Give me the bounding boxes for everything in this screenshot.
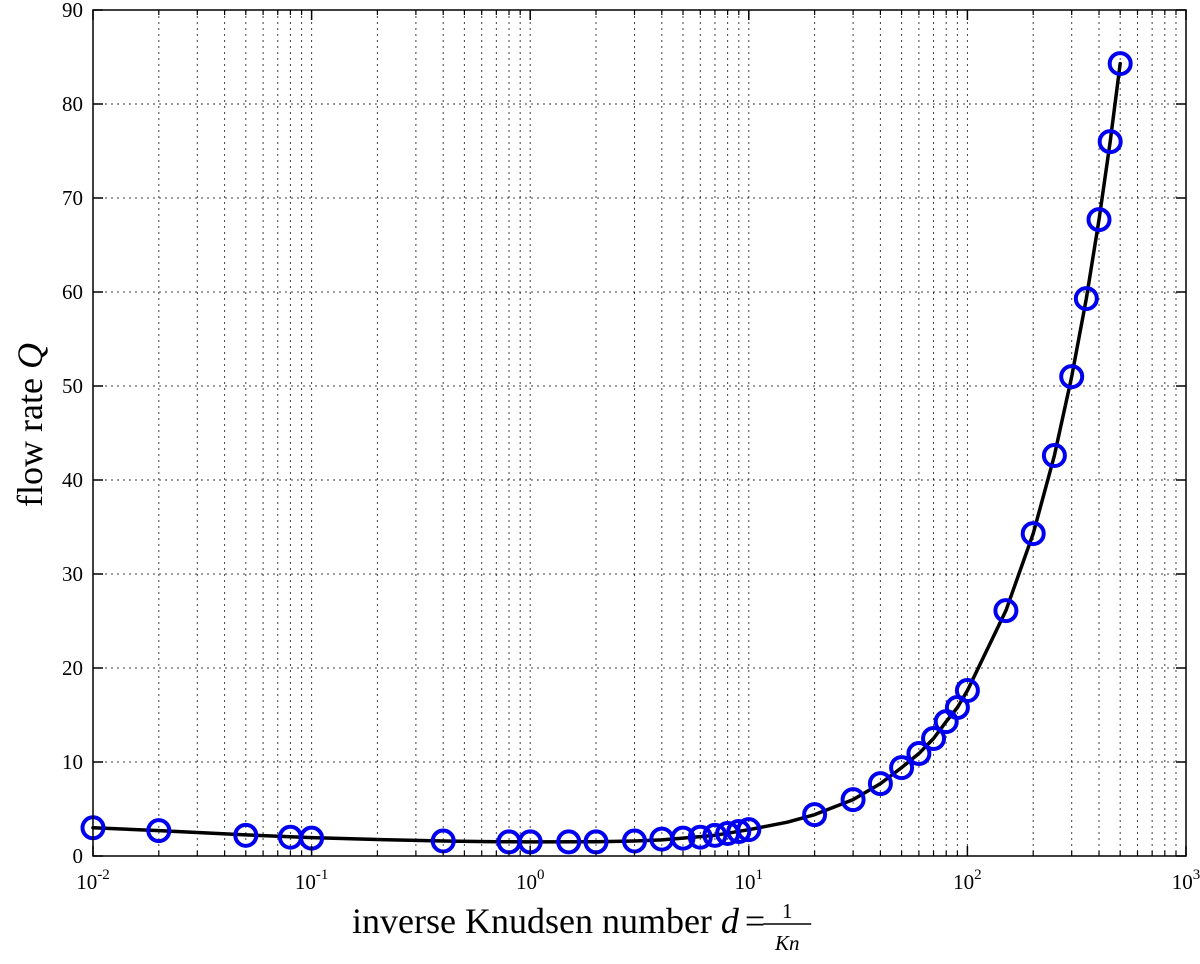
y-axis-title-text: flow rate <box>10 369 50 507</box>
data-point-marker <box>687 824 713 850</box>
data-point-marker <box>233 822 259 848</box>
y-tick-label: 30 <box>62 562 83 586</box>
x-tick-label: 100 <box>516 867 545 894</box>
x-axis-title-eq: = <box>745 901 765 941</box>
y-tick-label: 20 <box>62 656 83 680</box>
data-point-marker <box>889 755 915 781</box>
data-point-marker <box>906 741 932 767</box>
y-axis-title: flow rate Q <box>10 343 50 507</box>
data-point-marker <box>1059 364 1085 390</box>
data-markers <box>80 51 1133 855</box>
data-point-marker <box>921 726 947 751</box>
x-tick-label-base: 10 <box>735 870 756 894</box>
data-point-marker <box>146 818 172 844</box>
data-point-marker <box>993 598 1019 624</box>
data-point-marker <box>1073 286 1099 312</box>
y-tick-label: 60 <box>62 280 83 304</box>
x-tick-label-exponent: 3 <box>1193 867 1200 883</box>
x-tick-label-exponent: -1 <box>316 867 329 883</box>
x-axis-title-var: d <box>721 901 740 941</box>
x-tick-label-base: 10 <box>1172 870 1193 894</box>
data-point-marker <box>1020 521 1046 547</box>
x-tick-label-exponent: 0 <box>537 867 545 883</box>
x-tick-label: 103 <box>1172 867 1200 894</box>
data-point-marker <box>954 678 980 704</box>
data-point-marker <box>867 771 893 797</box>
data-point-marker <box>840 787 866 813</box>
data-point-marker <box>702 822 728 848</box>
y-tick-label: 50 <box>62 374 83 398</box>
data-point-marker <box>726 819 752 845</box>
y-tick-label: 90 <box>62 0 83 22</box>
y-tick-label: 80 <box>62 92 83 116</box>
y-tick-label: 70 <box>62 186 83 210</box>
x-axis-title: inverse Knudsen number d = <box>352 901 765 941</box>
y-tick-label: 0 <box>73 844 84 868</box>
y-tick-label: 10 <box>62 750 83 774</box>
data-point-marker <box>802 802 828 828</box>
x-tick-label-base: 10 <box>953 870 974 894</box>
x-axis-title-denominator: Kn <box>774 931 800 955</box>
x-tick-label-base: 10 <box>76 870 97 894</box>
data-point-marker <box>556 829 582 855</box>
y-axis-title-var: Q <box>10 343 50 369</box>
y-tick-label: 40 <box>62 468 83 492</box>
data-point-marker <box>670 825 696 851</box>
x-tick-label-base: 10 <box>295 870 316 894</box>
data-point-marker <box>1086 207 1112 233</box>
x-tick-label: 101 <box>735 867 764 894</box>
x-tick-label-exponent: 2 <box>974 867 982 883</box>
axis-ticks <box>92 9 1187 857</box>
x-tick-label: 10-2 <box>76 867 110 894</box>
x-tick-label-exponent: -2 <box>97 867 110 883</box>
x-tick-label: 10-1 <box>295 867 329 894</box>
data-point-marker <box>736 817 762 843</box>
x-axis-title-fraction: 1 Kn <box>763 899 812 955</box>
x-axis-title-text: inverse Knudsen number <box>352 901 721 941</box>
x-tick-label-exponent: 1 <box>756 867 764 883</box>
data-point-marker <box>1107 51 1133 77</box>
x-tick-label: 102 <box>953 867 982 894</box>
grid-lines <box>93 10 1186 856</box>
data-point-marker <box>1041 443 1067 469</box>
x-tick-label-base: 10 <box>516 870 537 894</box>
data-point-marker <box>1097 129 1123 155</box>
plot-frame <box>92 9 1187 857</box>
x-axis-title-numerator: 1 <box>782 899 793 923</box>
